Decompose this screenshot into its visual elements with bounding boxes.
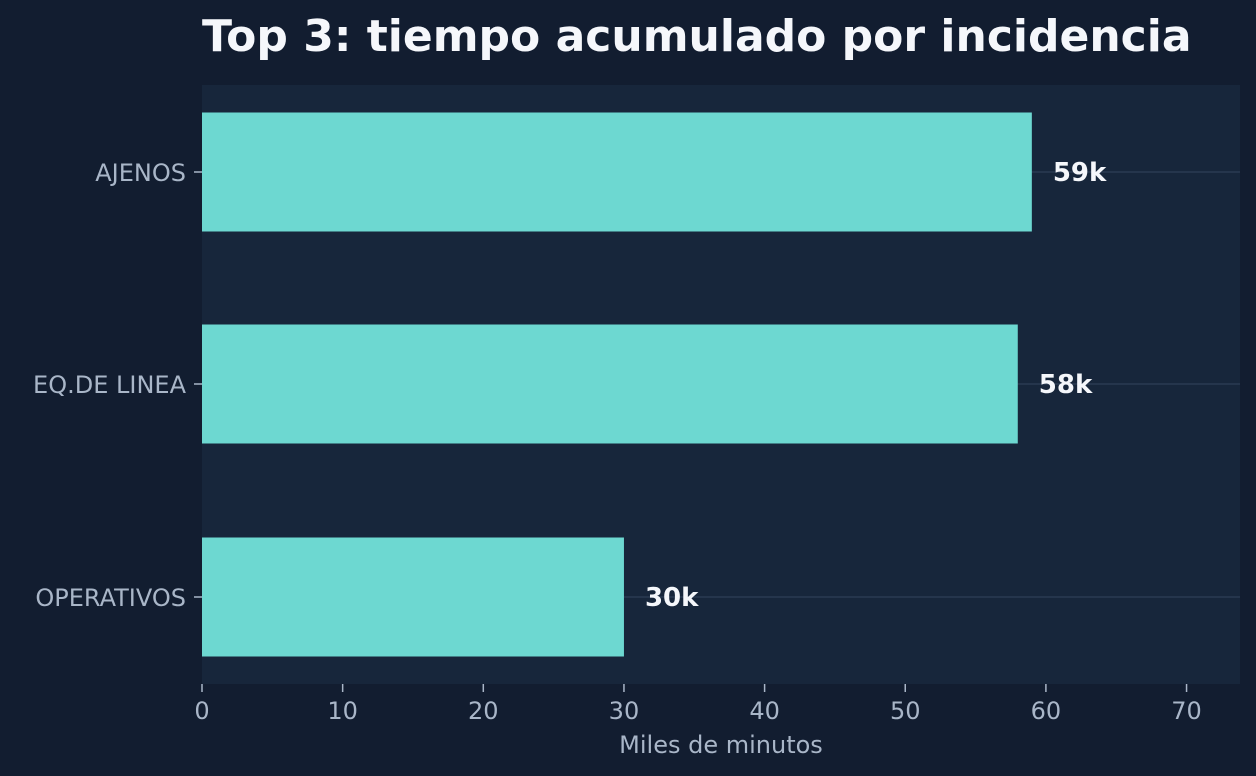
bar: [202, 537, 624, 657]
chart-title: Top 3: tiempo acumulado por incidencia: [202, 11, 1192, 62]
x-tick-label: 20: [468, 697, 499, 725]
x-tick-label: 30: [609, 697, 640, 725]
bars: 59k 58k 30k: [202, 112, 1107, 657]
x-tick-label: 70: [1171, 697, 1202, 725]
bar: [202, 324, 1018, 444]
x-axis: 0 10 20 30 40 50 60 70: [194, 684, 1202, 725]
data-label: 59k: [1053, 158, 1107, 188]
x-axis-title: Miles de minutos: [619, 731, 823, 759]
data-label: 30k: [645, 583, 699, 613]
x-tick-label: 50: [890, 697, 921, 725]
data-label: 58k: [1039, 370, 1093, 400]
y-tick-label: OPERATIVOS: [35, 584, 186, 612]
x-tick-label: 0: [194, 697, 209, 725]
bar: [202, 112, 1032, 232]
y-axis: AJENOS EQ.DE LINEA OPERATIVOS: [33, 159, 202, 612]
x-tick-label: 60: [1031, 697, 1062, 725]
y-tick-label: EQ.DE LINEA: [33, 371, 187, 399]
y-tick-label: AJENOS: [95, 159, 186, 187]
x-tick-label: 10: [327, 697, 358, 725]
x-tick-label: 40: [749, 697, 780, 725]
